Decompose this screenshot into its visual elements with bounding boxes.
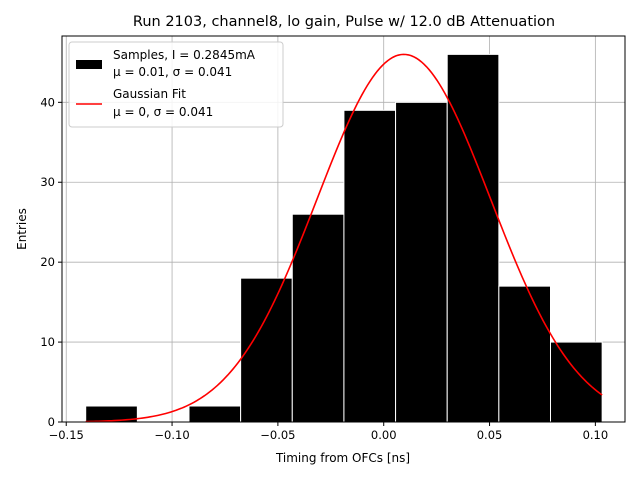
y-tick-label: 20 xyxy=(40,255,55,269)
histogram-bar xyxy=(498,285,551,423)
histogram-bar xyxy=(395,101,448,423)
y-tick-label: 40 xyxy=(40,95,55,109)
legend-histogram-label: Samples, I = 0.2845mA xyxy=(113,48,256,62)
histogram-bar xyxy=(291,213,345,423)
legend: Samples, I = 0.2845mA μ = 0.01, σ = 0.04… xyxy=(68,41,284,128)
y-tick-label: 0 xyxy=(48,415,55,429)
x-tick-label: −0.05 xyxy=(260,428,295,442)
x-tick-label: 0.05 xyxy=(477,428,503,442)
histogram-bar xyxy=(240,277,293,423)
gaussian-fit-line xyxy=(85,53,603,423)
legend-fit-stats: μ = 0, σ = 0.041 xyxy=(113,105,213,119)
x-tick-label: −0.10 xyxy=(154,428,189,442)
histogram-bar xyxy=(446,53,500,423)
histogram-bar xyxy=(343,109,397,423)
legend-fit-label: Gaussian Fit xyxy=(113,87,186,101)
histogram-bar xyxy=(188,405,242,423)
legend-histogram-stats: μ = 0.01, σ = 0.041 xyxy=(113,65,232,79)
x-tick-label: −0.15 xyxy=(49,428,84,442)
plot-frame xyxy=(61,35,626,423)
y-axis-ticks: 0 10 20 30 40 xyxy=(40,95,62,429)
y-tick-label: 30 xyxy=(40,175,55,189)
histogram-bar xyxy=(549,341,603,423)
chart-title: Run 2103, channel8, lo gain, Pulse w/ 12… xyxy=(133,14,555,30)
histogram-bars xyxy=(85,53,603,423)
y-tick-label: 10 xyxy=(40,335,55,349)
x-tick-label: 0.00 xyxy=(371,428,397,442)
legend-box xyxy=(68,41,284,128)
legend-histogram-swatch xyxy=(76,60,102,69)
y-axis-label: Entries xyxy=(15,208,29,250)
x-axis-ticks: −0.15 −0.10 −0.05 0.00 0.05 0.10 xyxy=(49,422,609,442)
x-tick-label: 0.10 xyxy=(583,428,609,442)
x-axis-label: Timing from OFCs [ns] xyxy=(275,451,410,465)
